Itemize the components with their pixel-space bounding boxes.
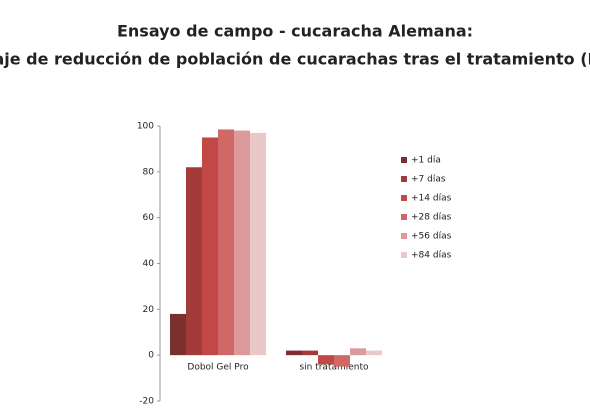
bar <box>350 348 366 356</box>
y-tick-label: 20 <box>143 305 155 315</box>
chart-title: Ensayo de campo - cucaracha Alemana: <box>117 22 473 41</box>
bar <box>234 130 250 356</box>
bar <box>186 167 202 356</box>
x-tick-label: sin tratamiento <box>299 363 369 373</box>
legend-swatch <box>401 252 407 258</box>
legend-swatch <box>401 214 407 220</box>
legend-label: +84 días <box>411 251 452 261</box>
legend-swatch <box>401 157 407 163</box>
bar <box>334 355 350 367</box>
y-tick-label: -20 <box>139 397 154 407</box>
y-tick-label: 0 <box>148 351 154 361</box>
chart-subtitle: Porcentaje de reducción de población de … <box>0 50 590 69</box>
legend-label: +28 días <box>411 213 452 223</box>
legend-label: +7 días <box>411 175 446 185</box>
legend-label: +1 día <box>411 156 441 166</box>
legend-label: +56 días <box>411 232 452 242</box>
legend-swatch <box>401 195 407 201</box>
y-tick-label: 60 <box>143 213 155 223</box>
y-tick-label: 40 <box>143 259 155 269</box>
legend-swatch <box>401 233 407 239</box>
bar <box>170 313 186 356</box>
bar <box>250 132 266 356</box>
bar <box>302 350 318 356</box>
x-tick-label: Dobol Gel Pro <box>187 363 249 373</box>
bar <box>202 137 218 356</box>
bar <box>366 350 382 356</box>
y-tick-label: 100 <box>137 122 154 132</box>
legend-swatch <box>401 176 407 182</box>
bar <box>218 129 234 356</box>
y-tick-label: 80 <box>143 167 155 177</box>
bar <box>318 355 334 365</box>
bar <box>286 350 302 356</box>
legend-label: +14 días <box>411 194 452 204</box>
